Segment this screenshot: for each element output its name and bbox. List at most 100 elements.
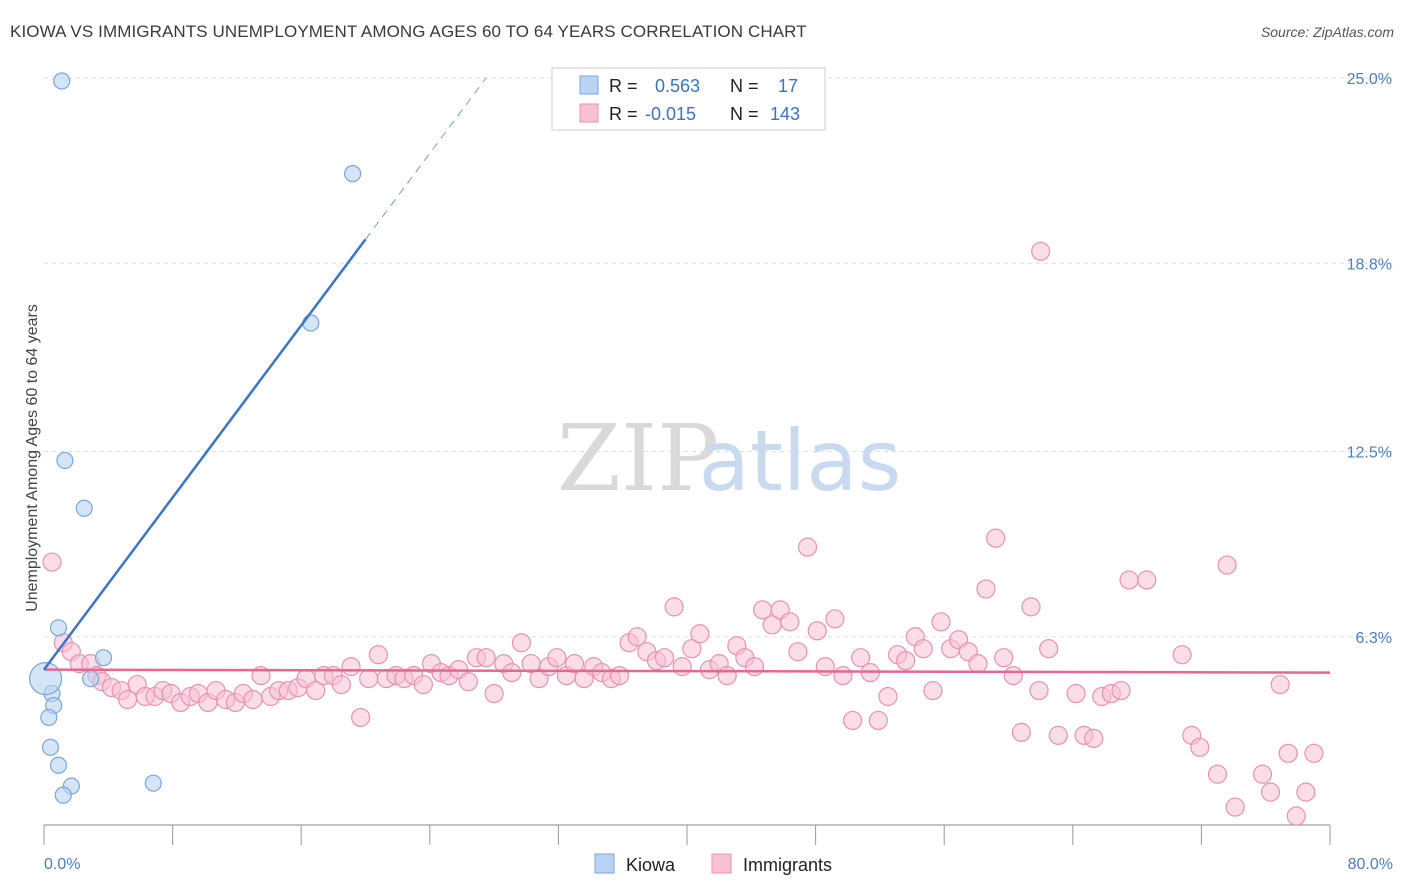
immigrants-point [690, 624, 710, 644]
immigrants-point [833, 665, 853, 686]
immigrants-point [42, 552, 62, 572]
kiowa-point [94, 649, 113, 667]
immigrants-point [682, 639, 702, 659]
kiowa-points [29, 72, 362, 804]
kiowa-point [53, 72, 71, 90]
immigrants-point [1048, 725, 1068, 745]
immigrants-point [923, 680, 943, 701]
immigrants-point [1296, 782, 1316, 802]
immigrants-point [484, 683, 504, 704]
immigrants-point [511, 633, 532, 653]
kiowa-point [56, 451, 74, 470]
kiowa-point [41, 738, 60, 756]
immigrants-point [664, 597, 684, 617]
immigrants-point [1021, 597, 1041, 617]
immigrants-point [896, 651, 916, 671]
immigrants-point [351, 707, 371, 728]
immigrants-point [627, 627, 647, 647]
immigrants-point [547, 648, 567, 668]
immigrants-point [1217, 555, 1237, 575]
immigrants-point [744, 657, 765, 677]
immigrants-point [913, 639, 933, 659]
legend-row2-n-label: N = [730, 104, 759, 124]
immigrants-point [476, 648, 496, 668]
kiowa-point [144, 774, 162, 792]
kiowa-point [54, 786, 72, 804]
immigrants-point [1066, 683, 1086, 704]
immigrants-point [851, 648, 871, 668]
legend-row1-r-label: R = [609, 76, 638, 96]
x-tick-labels: 0.0% 80.0% [44, 856, 1393, 873]
watermark-zip: ZIP [557, 405, 719, 512]
immigrants-point [1084, 728, 1104, 748]
bottom-legend-kiowa-swatch [594, 853, 615, 874]
immigrants-point [672, 657, 692, 677]
immigrants-point [1039, 639, 1059, 659]
immigrants-point [413, 674, 433, 695]
immigrants-point [331, 674, 351, 695]
legend-row2-r-label: R = [609, 104, 638, 124]
immigrants-point [243, 689, 263, 710]
immigrants-point [368, 645, 388, 665]
immigrants-point [842, 710, 863, 731]
immigrants-point [502, 663, 522, 683]
immigrants-point [1119, 570, 1139, 590]
immigrants-point [341, 657, 361, 677]
y-tick-label: 25.0% [1347, 71, 1392, 88]
immigrants-point [878, 686, 898, 707]
kiowa-point [40, 708, 58, 727]
immigrants-point [1270, 674, 1290, 695]
kiowa-trend-extension [365, 77, 487, 240]
immigrants-point [788, 642, 808, 662]
immigrants-point [1252, 764, 1273, 784]
y-axis-label: Unemployment Among Ages 60 to 64 years [24, 304, 41, 612]
legend-immigrants-swatch [579, 103, 599, 123]
watermark-atlas: atlas [699, 412, 902, 510]
immigrants-point [986, 528, 1006, 548]
kiowa-point [75, 499, 93, 517]
legend-row1-n-value: 17 [778, 76, 798, 96]
legend-kiowa-swatch [579, 75, 599, 95]
immigrants-point [717, 665, 737, 686]
immigrants-point [780, 612, 800, 632]
immigrants-point [797, 537, 818, 557]
immigrants-point [1304, 743, 1324, 763]
x-tick-label: 80.0% [1348, 856, 1393, 873]
kiowa-trend-line [42, 238, 367, 671]
source-label: Source: ZipAtlas.com [1260, 24, 1394, 40]
immigrants-trend-line [43, 668, 1331, 674]
immigrants-point [1286, 806, 1306, 826]
legend-row2-r-value: -0.015 [645, 104, 696, 124]
immigrants-point [1172, 645, 1192, 665]
axes [43, 824, 1331, 845]
immigrants-point [306, 680, 326, 701]
immigrants-point [807, 621, 827, 641]
immigrants-point [1260, 782, 1281, 802]
immigrants-point [931, 612, 951, 632]
y-tick-label: 12.5% [1347, 445, 1392, 462]
bottom-legend-immigrants-label: Immigrants [743, 855, 832, 875]
immigrants-point [968, 654, 988, 674]
immigrants-point [994, 648, 1014, 668]
kiowa-point [82, 669, 100, 688]
bottom-legend-immigrants-swatch [711, 853, 732, 874]
chart-title: KIOWA VS IMMIGRANTS UNEMPLOYMENT AMONG A… [10, 22, 807, 41]
immigrants-point [1031, 241, 1051, 261]
immigrants-point [976, 579, 996, 599]
immigrants-point [359, 668, 379, 689]
immigrants-point [1225, 797, 1245, 817]
bottom-legend: Kiowa Immigrants [594, 853, 832, 875]
immigrants-point [868, 710, 888, 731]
trend-lines [42, 77, 1331, 674]
immigrants-points [42, 241, 1324, 826]
legend: R = 0.563 N = 17 R = -0.015 N = 143 [551, 67, 826, 131]
immigrants-point [609, 665, 630, 686]
kiowa-point [49, 756, 68, 774]
bottom-legend-kiowa-label: Kiowa [626, 855, 676, 875]
immigrants-point [458, 671, 478, 692]
immigrants-point [1029, 680, 1049, 701]
immigrants-point [654, 648, 675, 668]
immigrants-point [1190, 737, 1210, 757]
y-tick-label: 18.8% [1347, 256, 1392, 273]
